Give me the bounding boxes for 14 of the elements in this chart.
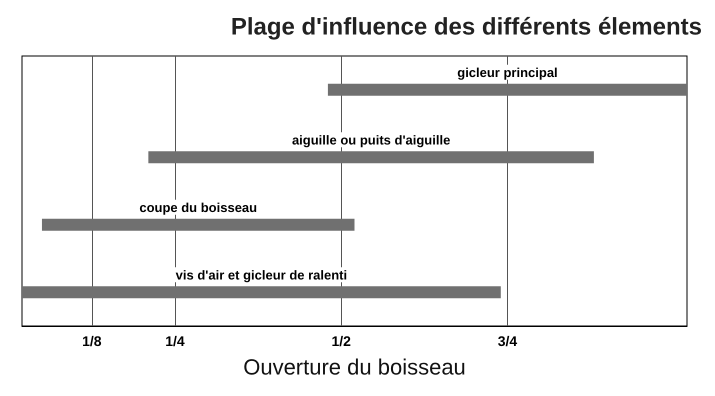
y-tick-label: coupe du boisseau bbox=[139, 200, 258, 215]
bar bbox=[328, 84, 687, 96]
y-tick-label: aiguille ou puits d'aiguille bbox=[292, 132, 450, 148]
bar bbox=[22, 286, 501, 298]
x-tick-label: 1/2 bbox=[331, 333, 352, 349]
chart-title: Plage d'influence des différents élements bbox=[230, 14, 702, 40]
x-axis-title: Ouverture du boisseau bbox=[243, 354, 466, 380]
x-tick-label: 1/8 bbox=[82, 333, 102, 349]
x-tick-label: 3/4 bbox=[498, 333, 518, 349]
bar bbox=[42, 218, 354, 231]
x-tick-label: 1/4 bbox=[165, 333, 185, 349]
bar bbox=[148, 151, 594, 164]
y-tick-label: gicleur principal bbox=[457, 64, 558, 80]
y-tick-label: vis d'air et gicleur de ralenti bbox=[176, 267, 348, 282]
